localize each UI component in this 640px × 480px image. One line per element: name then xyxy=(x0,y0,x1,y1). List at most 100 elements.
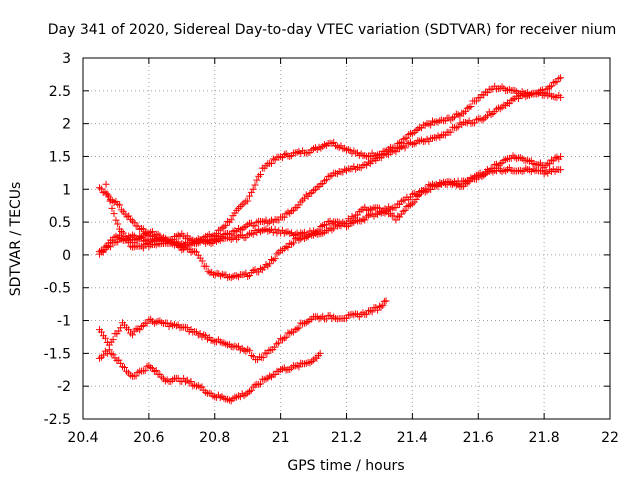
data-point xyxy=(117,206,125,214)
data-point xyxy=(397,197,405,205)
y-axis-label: SDTVAR / TECUs xyxy=(8,182,24,297)
x-axis-label: GPS time / hours xyxy=(287,458,404,474)
data-point xyxy=(544,92,552,100)
data-point xyxy=(202,332,210,340)
data-point xyxy=(500,166,508,174)
data-point xyxy=(273,250,281,258)
data-point xyxy=(405,131,413,139)
data-point xyxy=(134,368,142,376)
data-point xyxy=(240,346,248,354)
data-point xyxy=(143,319,151,327)
data-point xyxy=(224,395,232,403)
data-point xyxy=(480,115,488,123)
data-point xyxy=(220,394,228,402)
data-point xyxy=(524,92,532,100)
data-point xyxy=(513,93,521,101)
data-point xyxy=(269,256,277,264)
data-point xyxy=(469,174,477,182)
x-tick-label: 21.6 xyxy=(463,430,494,446)
data-point xyxy=(383,206,391,214)
data-point xyxy=(509,152,517,160)
data-point xyxy=(187,378,195,386)
data-point xyxy=(262,261,270,269)
data-point xyxy=(247,229,255,237)
data-point xyxy=(483,89,491,97)
data-point xyxy=(392,216,400,224)
data-point xyxy=(288,240,296,248)
data-point xyxy=(185,240,193,248)
data-point xyxy=(507,166,515,174)
data-point xyxy=(551,154,559,162)
data-point xyxy=(454,123,462,131)
data-point xyxy=(216,226,224,234)
data-point xyxy=(109,351,117,359)
data-point xyxy=(401,135,409,143)
data-point xyxy=(108,236,116,244)
data-point xyxy=(266,260,274,268)
data-point xyxy=(343,146,350,154)
data-point xyxy=(467,103,475,111)
data-point xyxy=(209,337,217,345)
y-tick-label: 2 xyxy=(62,117,71,133)
data-point xyxy=(317,180,325,188)
y-tick-label: -2.5 xyxy=(44,412,71,428)
data-point xyxy=(401,206,409,214)
data-point xyxy=(192,248,200,256)
data-point xyxy=(240,392,248,400)
y-tick-label: -0.5 xyxy=(44,281,71,297)
data-point xyxy=(114,220,122,228)
data-point xyxy=(102,180,110,188)
data-point xyxy=(310,187,318,195)
data-point xyxy=(204,267,212,275)
data-point xyxy=(322,176,330,184)
data-point xyxy=(174,321,182,329)
data-point xyxy=(236,202,244,210)
data-point xyxy=(218,393,226,401)
data-point xyxy=(123,213,131,221)
data-point xyxy=(97,185,105,193)
data-point xyxy=(396,145,404,153)
data-point xyxy=(291,230,299,238)
data-point xyxy=(238,225,246,233)
data-point xyxy=(170,240,178,248)
data-point xyxy=(289,239,297,247)
data-point xyxy=(183,232,191,240)
data-point xyxy=(549,157,557,165)
data-point xyxy=(478,91,486,99)
data-point xyxy=(427,121,435,129)
data-point xyxy=(392,148,400,156)
data-point xyxy=(465,103,473,111)
data-point xyxy=(461,178,469,186)
data-point xyxy=(275,216,283,224)
data-point xyxy=(240,224,248,232)
axis-ticks xyxy=(82,57,611,420)
data-point xyxy=(304,192,312,200)
data-point xyxy=(282,243,290,251)
data-point xyxy=(198,236,206,244)
data-point xyxy=(525,91,533,99)
series-track-5 xyxy=(95,297,390,364)
data-point xyxy=(531,90,539,98)
series-track-6 xyxy=(95,346,324,405)
data-point xyxy=(434,183,442,191)
data-point xyxy=(286,239,294,247)
data-point xyxy=(317,230,325,238)
data-point xyxy=(291,326,299,334)
data-point xyxy=(478,116,486,124)
data-point xyxy=(194,382,202,390)
data-point xyxy=(357,150,365,158)
data-point xyxy=(103,190,111,198)
data-point xyxy=(205,389,213,397)
data-point xyxy=(202,262,210,270)
data-point xyxy=(418,136,426,144)
data-point xyxy=(174,241,182,249)
data-point xyxy=(399,207,407,215)
data-point xyxy=(355,208,363,216)
data-point xyxy=(313,228,321,236)
data-point xyxy=(271,225,279,233)
data-point xyxy=(110,198,118,206)
data-point xyxy=(134,325,142,333)
data-point xyxy=(264,227,272,235)
data-point xyxy=(278,246,286,254)
